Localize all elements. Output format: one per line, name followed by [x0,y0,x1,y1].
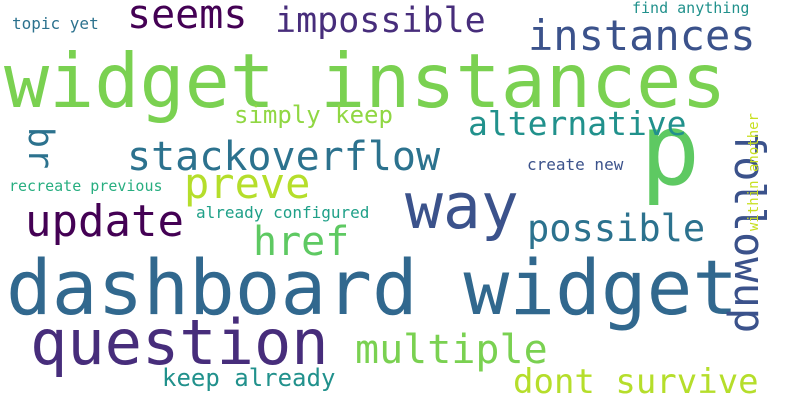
word-topic-yet: topic yet [12,14,99,33]
word-alternative: alternative [468,104,687,143]
word-stackoverflow: stackoverflow [127,134,441,180]
word-simply-keep: simply keep [234,101,393,129]
word-widget-instances: widget instances [4,37,727,125]
word-br: br [20,126,60,170]
word-instances: instances [528,11,756,60]
word-seems: seems [127,0,248,38]
word-dont-survive: dont survive [513,362,759,400]
word-within-another: within another [746,113,762,232]
word-keep-already: keep already [162,364,336,392]
word-href: href [253,219,350,265]
word-update: update [25,196,184,247]
word-way: way [405,170,519,243]
word-dashboard-widget: dashboard widget [6,243,739,332]
word-multiple: multiple [355,327,548,373]
word-question: question [30,306,329,379]
word-preve: preve [184,159,311,208]
word-possible: possible [527,207,706,250]
word-impossible: impossible [275,1,486,41]
word-recreate-previous: recreate previous [9,177,163,195]
word-create-new: create new [527,155,624,174]
word-already-configured: already configured [196,203,370,222]
word-find-anything: find anything [632,0,750,17]
word-p: p [640,91,701,208]
